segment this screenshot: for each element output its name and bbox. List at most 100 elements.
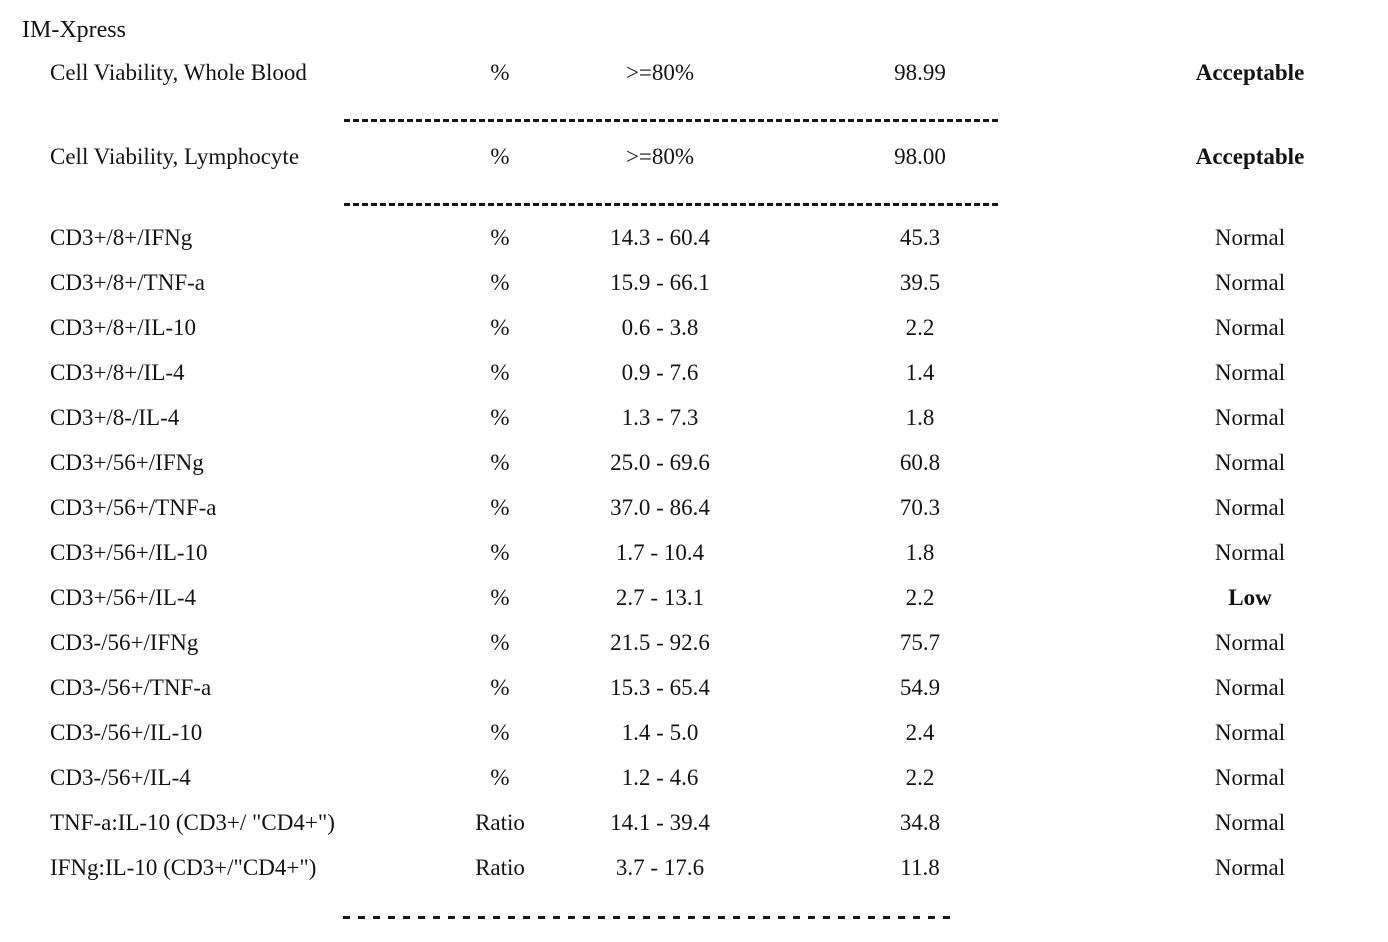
table-row: CD3-/56+/IL-10 % 1.4 - 5.0 2.4 Normal: [0, 719, 1388, 747]
reference-range: >=80%: [625, 144, 695, 169]
unit-label: %: [490, 315, 510, 340]
status-flag: Normal: [1214, 450, 1286, 475]
panel-title: IM-Xpress: [22, 17, 126, 43]
test-name: CD3+/8+/IL-4: [50, 360, 185, 385]
table-row: CD3+/8+/IL-10 % 0.6 - 3.8 2.2 Normal: [0, 314, 1388, 342]
reference-range: 15.3 - 65.4: [610, 675, 710, 700]
unit-label: %: [490, 405, 510, 430]
result-value: 11.8: [900, 855, 940, 880]
reference-range: 0.6 - 3.8: [621, 315, 699, 340]
status-flag: Acceptable: [1195, 60, 1305, 85]
table-row: Cell Viability, Lymphocyte % >=80% 98.00…: [0, 143, 1388, 171]
result-value: 45.3: [899, 225, 941, 250]
test-name: CD3+/56+/IL-10: [50, 540, 208, 565]
result-value: 2.4: [905, 720, 935, 745]
table-row: CD3-/56+/IFNg % 21.5 - 92.6 75.7 Normal: [0, 629, 1388, 657]
status-flag: Normal: [1214, 270, 1286, 295]
test-name: Cell Viability, Lymphocyte: [50, 144, 300, 169]
unit-label: %: [490, 144, 510, 169]
result-value: 54.9: [899, 675, 941, 700]
test-name: CD3+/8+/IFNg: [50, 225, 193, 250]
test-name: CD3+/56+/TNF-a: [50, 495, 217, 520]
reference-range: 0.9 - 7.6: [621, 360, 699, 385]
table-row: CD3+/56+/IL-10 % 1.7 - 10.4 1.8 Normal: [0, 539, 1388, 567]
dashed-separator: [344, 203, 998, 206]
table-row: TNF-a:IL-10 (CD3+/ "CD4+") Ratio 14.1 - …: [0, 809, 1388, 837]
test-name: CD3+/56+/IL-4: [50, 585, 197, 610]
result-value: 1.8: [905, 405, 935, 430]
reference-range: 2.7 - 13.1: [615, 585, 705, 610]
test-name: CD3-/56+/IL-10: [50, 720, 203, 745]
table-row: CD3-/56+/TNF-a % 15.3 - 65.4 54.9 Normal: [0, 674, 1388, 702]
table-row: CD3+/56+/IFNg % 25.0 - 69.6 60.8 Normal: [0, 449, 1388, 477]
status-flag: Normal: [1214, 360, 1286, 385]
result-value: 1.8: [905, 540, 935, 565]
status-flag: Acceptable: [1195, 144, 1305, 169]
status-flag: Normal: [1214, 540, 1286, 565]
table-row: CD3+/8+/IL-4 % 0.9 - 7.6 1.4 Normal: [0, 359, 1388, 387]
test-name: CD3-/56+/IL-4: [50, 765, 191, 790]
status-flag: Normal: [1214, 855, 1286, 880]
unit-label: %: [490, 540, 510, 565]
unit-label: %: [490, 675, 510, 700]
unit-label: %: [490, 495, 510, 520]
reference-range: 14.3 - 60.4: [610, 225, 710, 250]
table-row: CD3+/8+/IFNg % 14.3 - 60.4 45.3 Normal: [0, 224, 1388, 252]
test-name: CD3+/8-/IL-4: [50, 405, 180, 430]
status-flag: Normal: [1214, 765, 1286, 790]
table-row: Cell Viability, Whole Blood % >=80% 98.9…: [0, 59, 1388, 87]
reference-range: 3.7 - 17.6: [615, 855, 705, 880]
result-value: 39.5: [899, 270, 941, 295]
table-row: CD3+/8-/IL-4 % 1.3 - 7.3 1.8 Normal: [0, 404, 1388, 432]
dashed-separator: [343, 916, 957, 919]
status-flag: Normal: [1214, 315, 1286, 340]
result-value: 98.99: [894, 60, 946, 85]
test-name: CD3+/8+/IL-10: [50, 315, 197, 340]
status-flag: Normal: [1214, 810, 1286, 835]
test-name: CD3-/56+/IFNg: [50, 630, 199, 655]
table-row: CD3+/56+/TNF-a % 37.0 - 86.4 70.3 Normal: [0, 494, 1388, 522]
status-flag: Low: [1228, 585, 1272, 610]
unit-label: %: [490, 60, 510, 85]
test-name: CD3+/8+/TNF-a: [50, 270, 205, 295]
unit-label: %: [490, 270, 510, 295]
unit-label: %: [490, 225, 510, 250]
status-flag: Normal: [1214, 630, 1286, 655]
result-value: 34.8: [899, 810, 941, 835]
status-flag: Normal: [1214, 675, 1286, 700]
table-row: IFNg:IL-10 (CD3+/"CD4+") Ratio 3.7 - 17.…: [0, 854, 1388, 882]
result-value: 2.2: [905, 585, 935, 610]
result-value: 2.2: [905, 315, 935, 340]
test-name: CD3+/56+/IFNg: [50, 450, 204, 475]
unit-label: Ratio: [475, 855, 525, 880]
table-row: CD3+/56+/IL-4 % 2.7 - 13.1 2.2 Low: [0, 584, 1388, 612]
test-name: TNF-a:IL-10 (CD3+/ "CD4+"): [50, 810, 335, 835]
result-value: 70.3: [899, 495, 941, 520]
dashed-separator: [344, 119, 998, 122]
reference-range: 1.2 - 4.6: [621, 765, 699, 790]
status-flag: Normal: [1214, 225, 1286, 250]
unit-label: Ratio: [475, 810, 525, 835]
unit-label: %: [490, 585, 510, 610]
result-value: 1.4: [905, 360, 935, 385]
result-value: 98.00: [894, 144, 946, 169]
table-row: CD3+/8+/TNF-a % 15.9 - 66.1 39.5 Normal: [0, 269, 1388, 297]
unit-label: %: [490, 765, 510, 790]
result-value: 75.7: [899, 630, 941, 655]
reference-range: 21.5 - 92.6: [610, 630, 710, 655]
test-name: IFNg:IL-10 (CD3+/"CD4+"): [50, 855, 317, 880]
result-value: 60.8: [899, 450, 941, 475]
unit-label: %: [490, 630, 510, 655]
reference-range: 1.4 - 5.0: [621, 720, 699, 745]
result-value: 2.2: [905, 765, 935, 790]
status-flag: Normal: [1214, 720, 1286, 745]
table-row: CD3-/56+/IL-4 % 1.2 - 4.6 2.2 Normal: [0, 764, 1388, 792]
reference-range: 25.0 - 69.6: [610, 450, 710, 475]
reference-range: 1.7 - 10.4: [615, 540, 705, 565]
unit-label: %: [490, 360, 510, 385]
status-flag: Normal: [1214, 495, 1286, 520]
reference-range: 14.1 - 39.4: [610, 810, 710, 835]
test-name: Cell Viability, Whole Blood: [50, 60, 307, 85]
unit-label: %: [490, 720, 510, 745]
